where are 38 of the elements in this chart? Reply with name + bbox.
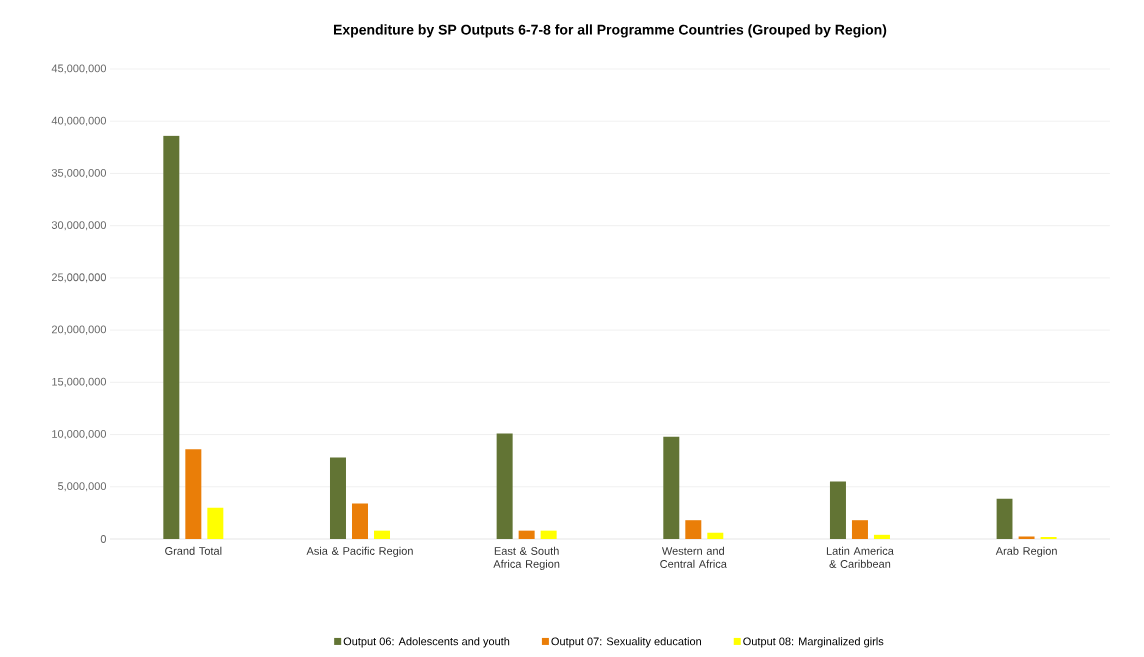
bar — [829, 481, 846, 539]
x-tick-label: Asia & Pacific Region — [306, 546, 413, 558]
y-tick-label: 5,000,000 — [57, 482, 107, 492]
y-tick-label: 35,000,000 — [51, 168, 107, 178]
y-tick-label: 20,000,000 — [51, 325, 107, 335]
bar — [1040, 536, 1057, 539]
x-tick-label: East & South Africa Region — [493, 546, 560, 571]
bar — [373, 530, 390, 539]
y-tick-label: 40,000,000 — [51, 116, 107, 126]
bar — [518, 530, 535, 539]
legend-label: Output 07: Sexuality education — [551, 637, 702, 648]
bar — [540, 530, 557, 539]
bar — [185, 449, 202, 539]
bar — [207, 507, 224, 539]
chart-title: Expenditure by SP Outputs 6-7-8 for all Programme Countries (Grouped by Region) — [333, 24, 887, 38]
bar — [685, 520, 702, 539]
bar — [329, 457, 346, 539]
bar — [851, 520, 868, 539]
y-tick-label: 0 — [100, 535, 107, 543]
bar — [873, 534, 890, 539]
y-tick-label: 10,000,000 — [52, 430, 107, 440]
y-tick-label: 25,000,000 — [51, 273, 107, 283]
bar — [1018, 536, 1035, 539]
legend-label: Output 06: Adolescents and youth — [343, 637, 510, 648]
bar — [496, 433, 513, 539]
x-tick-label: Arab Region — [995, 546, 1057, 558]
y-tick-label: 30,000,000 — [51, 221, 107, 231]
y-tick-label: 45,000,000 — [51, 64, 107, 74]
y-tick-label: 15,000,000 — [52, 377, 107, 387]
bar — [351, 503, 368, 539]
bar — [163, 135, 180, 539]
x-tick-label: Latin America & Caribbean — [826, 546, 894, 568]
bar — [663, 436, 680, 539]
x-tick-label: Western and Central Africa — [660, 546, 727, 568]
bar — [996, 498, 1013, 539]
x-tick-label: Grand Total — [165, 546, 222, 555]
bar — [707, 532, 724, 539]
legend-label: Output 08: Marginalized girls — [743, 637, 884, 648]
